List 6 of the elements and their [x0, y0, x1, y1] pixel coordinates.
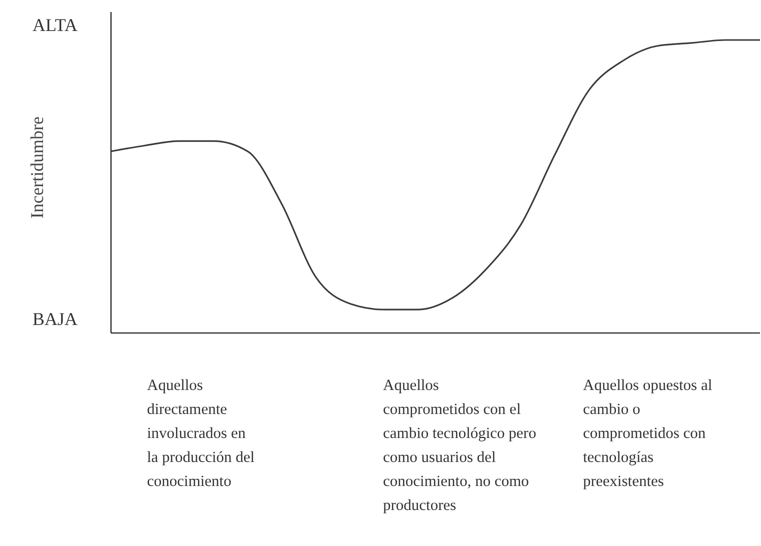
text: BAJA [32, 309, 78, 329]
y-axis-title: Incertidumbre [27, 116, 47, 218]
text: Aquellos comprometidos con el cambio tecnológico pero como usuarios del conocimiento, no como productores [383, 377, 536, 514]
text: Aquellos opuestos al cambio o comprometidos con tecnologías preexistentes [583, 377, 712, 490]
text: Aquellos directamente involucrados en la producción del conocimiento [147, 377, 255, 490]
text: ALTA [32, 15, 78, 35]
